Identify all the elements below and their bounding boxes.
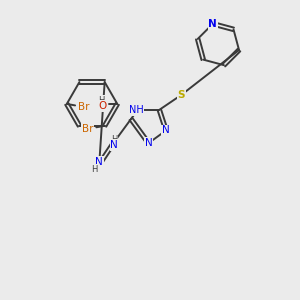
Text: NH: NH <box>129 105 144 115</box>
Text: N: N <box>145 138 152 148</box>
Text: S: S <box>178 90 185 100</box>
Text: H: H <box>92 165 98 174</box>
Text: N: N <box>162 125 170 135</box>
Text: H: H <box>98 96 104 105</box>
Text: Br: Br <box>82 124 93 134</box>
Text: N: N <box>208 19 217 29</box>
Text: H: H <box>112 135 118 144</box>
Text: N: N <box>95 157 103 166</box>
Text: Br: Br <box>78 102 90 112</box>
Text: O: O <box>98 101 106 111</box>
Text: N: N <box>110 140 118 150</box>
